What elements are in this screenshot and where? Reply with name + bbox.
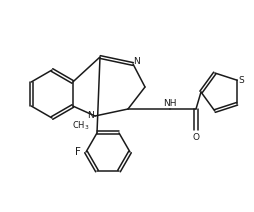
Text: NH: NH — [163, 99, 177, 107]
Text: F: F — [75, 147, 81, 157]
Text: O: O — [193, 134, 199, 142]
Text: N: N — [134, 57, 140, 67]
Text: S: S — [238, 76, 244, 85]
Text: N: N — [87, 112, 93, 120]
Text: CH$_3$: CH$_3$ — [72, 120, 90, 132]
